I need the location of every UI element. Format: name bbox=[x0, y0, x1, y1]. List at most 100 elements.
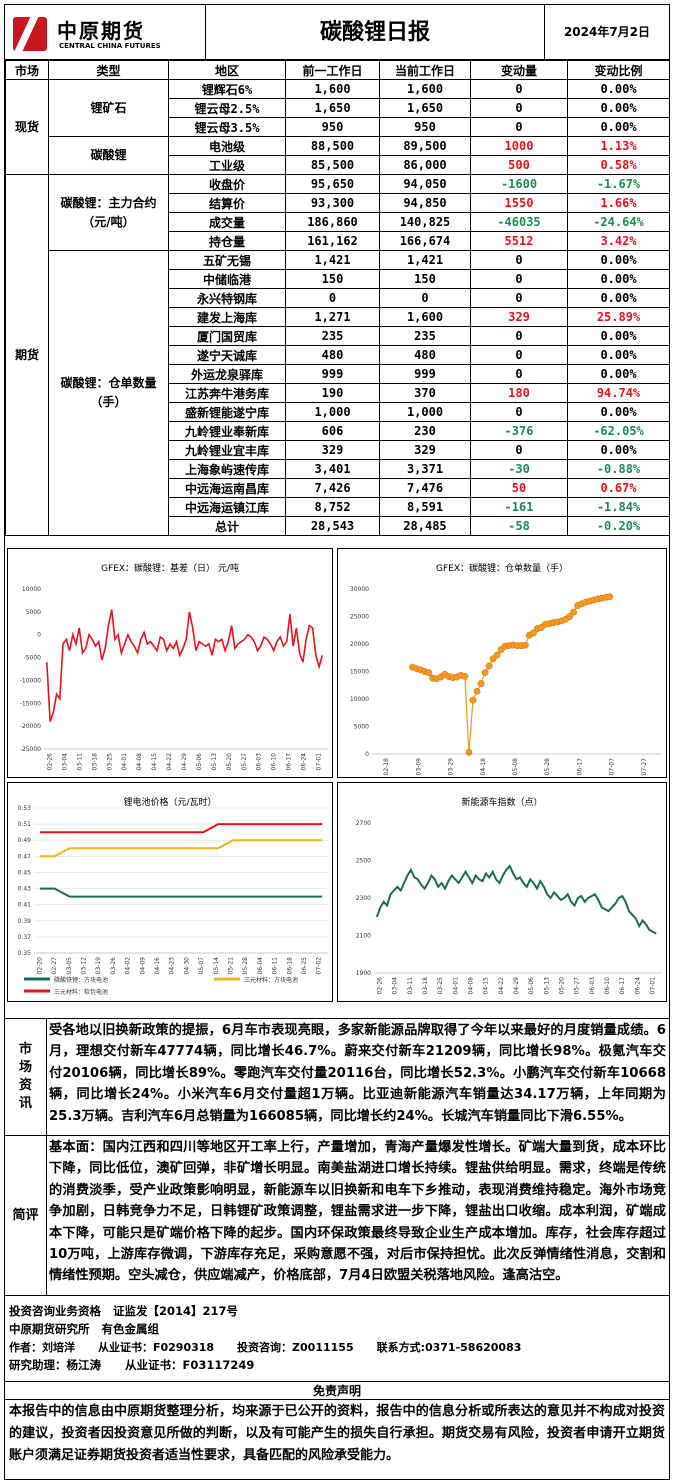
table-cell: 3,401 bbox=[285, 459, 380, 479]
header-cell: 类型 bbox=[48, 60, 169, 80]
x-tick-label: 07-01 bbox=[316, 753, 323, 771]
battery-chart-svg: 0.53 0.51 0.49 0.47 0.45 0.43 0.41 0.39 0.37 0.35… bbox=[18, 805, 328, 996]
x-tick-label: 06-10 bbox=[604, 977, 611, 995]
y-tick-label: 0.45 bbox=[18, 869, 32, 876]
x-tick-label: 06-17 bbox=[619, 977, 626, 995]
table-cell: 0.00% bbox=[567, 326, 670, 346]
footer-qualification: 投资咨询业务资格 证监发【2014】217号 bbox=[9, 1304, 239, 1318]
x-tick-label: 05-14 bbox=[213, 957, 220, 975]
table-row: 中远海运镇江库 8,752 8,591 -161 -1.84% bbox=[6, 497, 670, 517]
x-tick-label: 03-04 bbox=[61, 753, 68, 771]
data-point bbox=[529, 629, 537, 637]
table-cell: 230 bbox=[379, 421, 471, 441]
x-tick-label: 03-04 bbox=[392, 977, 399, 995]
table-cell: 606 bbox=[285, 421, 380, 441]
table-cell: 50 bbox=[470, 478, 568, 498]
y-tick-label: 0.35 bbox=[18, 950, 32, 957]
y-tick-label: -25000 bbox=[20, 746, 41, 753]
disclaimer-title: 免责声明 bbox=[5, 1381, 669, 1400]
table-cell: 遂宁天诚库 bbox=[168, 345, 286, 365]
x-tick-label: 03-19 bbox=[95, 957, 102, 975]
report-date: 2024年7月2日 bbox=[563, 25, 651, 39]
header-cell: 市场 bbox=[5, 60, 49, 80]
y-tick-label: 30000 bbox=[350, 586, 369, 593]
table-cell: 九岭锂业宜丰库 bbox=[168, 440, 286, 460]
x-tick-label: 02-18 bbox=[383, 758, 390, 776]
y-tick-label: 0 bbox=[365, 751, 369, 758]
x-tick-label: 06-24 bbox=[301, 753, 308, 771]
y-tick-label: -5000 bbox=[24, 655, 42, 662]
y-tick-label: -20000 bbox=[20, 723, 41, 730]
y-tick-label: 5000 bbox=[26, 609, 41, 616]
table-cell: 九岭锂业奉新库 bbox=[168, 421, 286, 441]
table-row: 碳酸锂：仓单数量（手） 五矿无锡 1,421 1,421 0 0.00% bbox=[6, 250, 670, 536]
table-cell: 1,600 bbox=[379, 307, 471, 327]
y-tick-label: -10000 bbox=[20, 677, 41, 684]
x-tick-label: 06-17 bbox=[576, 758, 583, 776]
table-cell: 999 bbox=[379, 364, 471, 384]
legend-label: 三元材料：软包电池 bbox=[54, 988, 108, 996]
series-line bbox=[39, 823, 323, 834]
table-cell: 186,860 bbox=[285, 212, 380, 232]
basis-chart-title: GFEX：碳酸锂：基差（日） 元/吨 bbox=[101, 564, 239, 574]
y-tick-label: 0.37 bbox=[18, 934, 32, 941]
logo-icon bbox=[13, 17, 47, 51]
table-cell: 厦门国贸库 bbox=[168, 326, 286, 346]
x-tick-label: 06-17 bbox=[286, 753, 293, 771]
table-cell: 950 bbox=[285, 117, 380, 137]
data-point bbox=[570, 608, 578, 616]
x-tick-label: 03-18 bbox=[422, 977, 429, 995]
table-cell: 锂云母2.5% bbox=[168, 98, 286, 118]
table-cell: 329 bbox=[379, 440, 471, 460]
table-cell: 88,500 bbox=[285, 136, 380, 156]
x-tick-label: 05-20 bbox=[558, 977, 565, 995]
legend-label: 磷酸铁锂：方块电池 bbox=[54, 976, 108, 984]
review-text: 基本面：国内江西和四川等地区开工率上行，产量增加，青海产量爆发性增长。矿端大量到… bbox=[49, 1140, 666, 1284]
x-tick-label: 02-26 bbox=[377, 977, 384, 995]
table-cell: 28,485 bbox=[379, 516, 471, 536]
x-tick-label: 04-01 bbox=[121, 753, 128, 771]
y-tick-label: 2700 bbox=[356, 820, 371, 827]
x-tick-label: 04-08 bbox=[136, 753, 143, 771]
x-tick-label: 03-29 bbox=[448, 758, 455, 776]
price-table: 市场 类型 地区 前一工作日 当前工作日 变动量 变动比例 现货 锂矿石 锂辉石6% 1,600 1… bbox=[5, 60, 670, 536]
y-tick-label: 5000 bbox=[354, 724, 369, 731]
table-cell: 161,162 bbox=[285, 231, 380, 251]
table-cell: 1,000 bbox=[285, 402, 380, 422]
warrant-chart-title: GFEX：碳酸锂：仓单数量（手） bbox=[435, 564, 568, 574]
data-point bbox=[425, 669, 433, 677]
table-cell: 0 bbox=[379, 288, 471, 308]
table-cell: 锂矿石 bbox=[48, 79, 169, 137]
table-cell: 0.00% bbox=[567, 402, 670, 422]
x-tick-label: 06-25 bbox=[301, 957, 308, 975]
x-tick-label: 04-18 bbox=[480, 758, 487, 776]
x-tick-label: 05-13 bbox=[543, 977, 550, 995]
series-line bbox=[39, 839, 323, 858]
series-line bbox=[375, 864, 657, 935]
table-cell: 3.42% bbox=[567, 231, 670, 251]
table-cell: 碳酸锂：主力合约（元/吨） bbox=[48, 174, 169, 251]
news-label: 市场资讯 bbox=[5, 1019, 47, 1135]
footer-author: 作者：刘培洋 从业证书：F0290318 投资咨询：Z0011155 联系方式:… bbox=[9, 1341, 522, 1354]
battery-chart-title: 锂电池价格（元/瓦时） bbox=[123, 798, 217, 808]
table-cell: 0 bbox=[470, 345, 568, 365]
table-cell: 期货 bbox=[5, 174, 49, 536]
table-cell: 锂云母3.5% bbox=[168, 117, 286, 137]
table-cell: 1000 bbox=[470, 136, 568, 156]
table-cell: 永兴特钢库 bbox=[168, 288, 286, 308]
table-cell: 中远海运镇江库 bbox=[168, 497, 286, 517]
table-cell: 3,371 bbox=[379, 459, 471, 479]
x-tick-label: 03-26 bbox=[110, 957, 117, 975]
table-cell: 89,500 bbox=[379, 136, 471, 156]
x-tick-label: 06-18 bbox=[286, 957, 293, 975]
table-cell: 0 bbox=[470, 79, 568, 99]
table-cell: 江苏奔牛港务库 bbox=[168, 383, 286, 403]
table-cell: 盛新锂能遂宁库 bbox=[168, 402, 286, 422]
x-tick-label: 04-16 bbox=[154, 957, 161, 975]
table-cell: -1.84% bbox=[567, 497, 670, 517]
x-tick-label: 07-27 bbox=[641, 758, 648, 776]
y-tick-label: 10000 bbox=[350, 696, 369, 703]
x-tick-label: 04-30 bbox=[183, 957, 190, 975]
x-tick-label: 05-06 bbox=[196, 753, 203, 771]
table-cell: -46035 bbox=[470, 212, 568, 232]
